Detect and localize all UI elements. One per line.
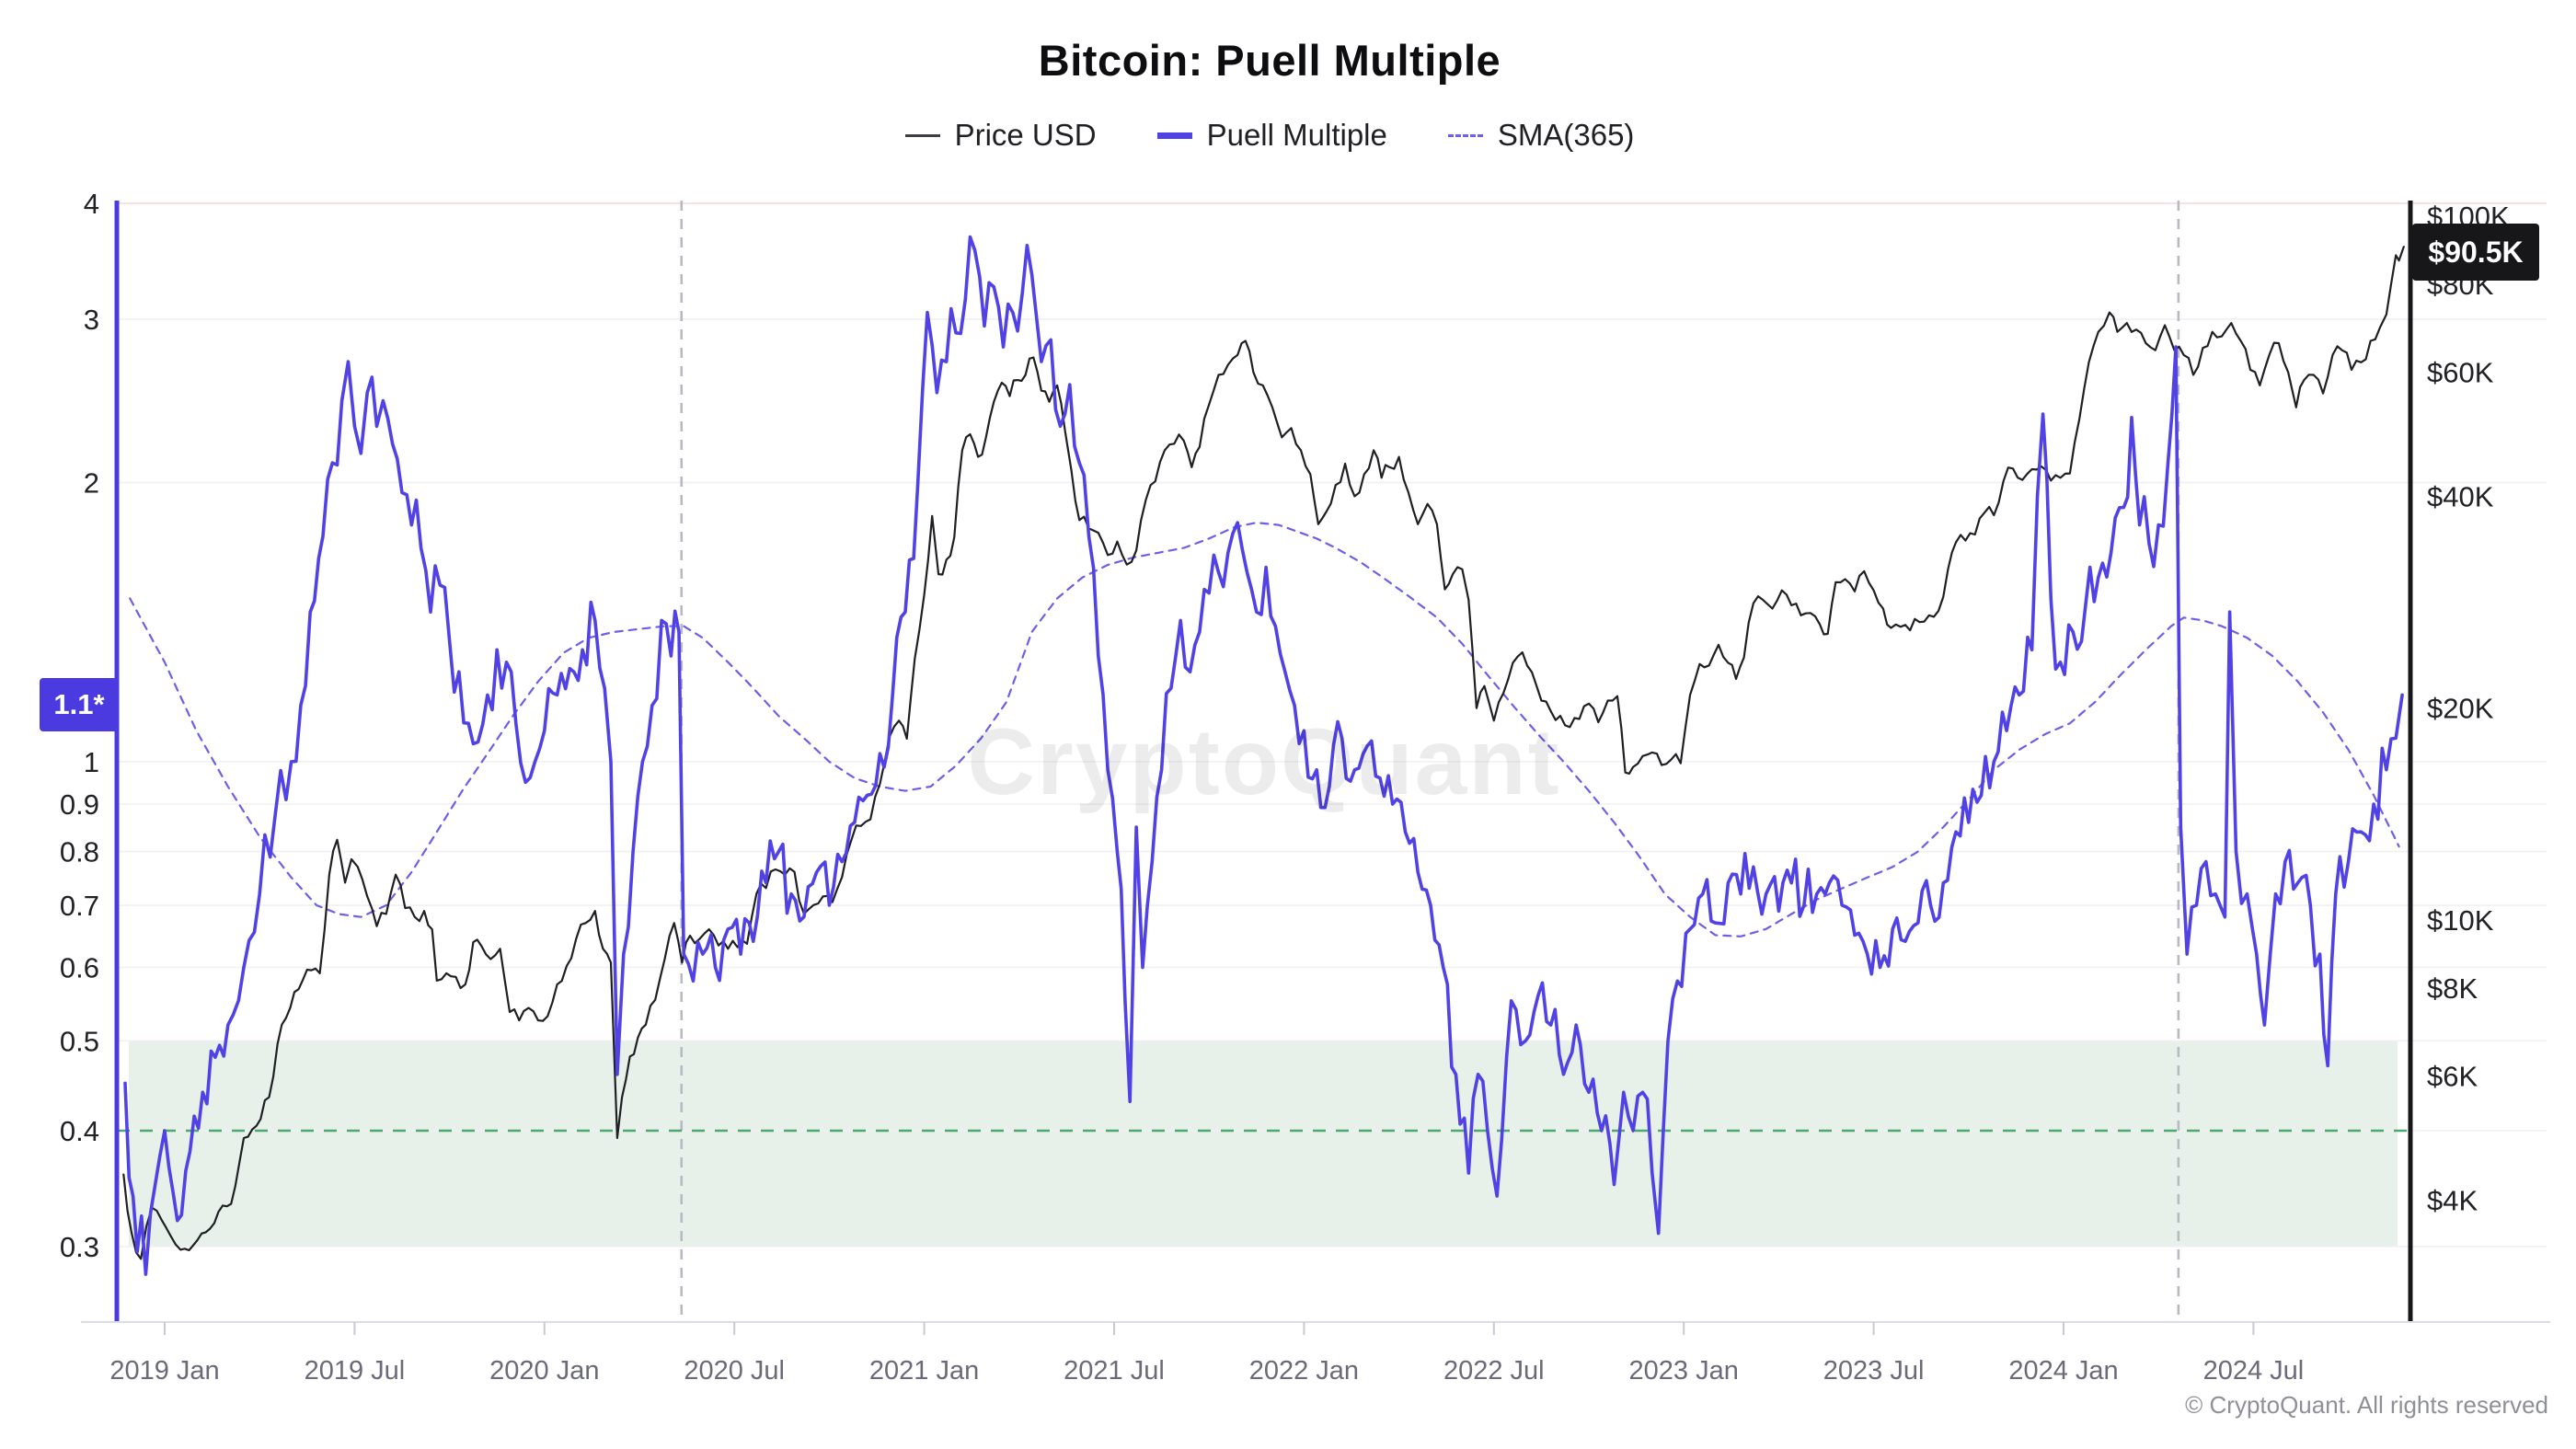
legend-item-price-usd[interactable]: Price USD: [904, 118, 1097, 153]
x-axis-tick-label: 2024 Jul: [2203, 1356, 2305, 1386]
x-axis-tick-label: 2019 Jul: [305, 1356, 406, 1386]
x-axis-tick-label: 2020 Jan: [489, 1356, 599, 1386]
legend-label: SMA(365): [1497, 118, 1635, 152]
left-axis-tick-label: 0.4: [60, 1115, 99, 1147]
legend-label: Price USD: [954, 118, 1097, 152]
x-axis-tick-label: 2023 Jul: [1823, 1356, 1925, 1386]
right-axis-tick-label: $6K: [2427, 1061, 2478, 1093]
price-usd-line-swatch-icon: [904, 133, 940, 137]
footer-copyright: © CryptoQuant. All rights reserved: [2185, 1391, 2548, 1419]
series-puell-multiple: [123, 235, 2404, 1276]
sma365-line-swatch-icon: [1447, 133, 1483, 137]
left-axis-current-badge: 1.1*: [40, 678, 119, 731]
page-title: Bitcoin: Puell Multiple: [1038, 36, 1501, 85]
right-axis-tick-label: $20K: [2427, 693, 2494, 725]
left-axis-tick-label: 0.6: [60, 952, 99, 984]
x-axis-tick-label: 2021 Jul: [1064, 1356, 1165, 1386]
x-axis-tick-label: 2023 Jan: [1629, 1356, 1739, 1386]
right-axis-tick-label: $8K: [2427, 972, 2478, 1005]
x-axis-tick-label: 2022 Jul: [1443, 1356, 1545, 1386]
x-axis-tick-label: 2020 Jul: [684, 1356, 785, 1386]
x-axis-tick-label: 2022 Jan: [1249, 1356, 1359, 1386]
left-axis-tick-label: 0.5: [60, 1025, 99, 1057]
left-axis-tick-label: 0.8: [60, 836, 99, 868]
legend-item-puell-multiple[interactable]: Puell Multiple: [1156, 118, 1387, 153]
left-axis-tick-label: 0.9: [60, 788, 99, 821]
left-axis-tick-label: 3: [84, 304, 99, 336]
puell-multiple-line-swatch-icon: [1156, 132, 1192, 139]
series-price-usd: [122, 246, 2405, 1260]
right-axis-tick-label: $40K: [2427, 480, 2494, 512]
left-axis-tick-label: 0.7: [60, 890, 99, 922]
legend-item-sma365[interactable]: SMA(365): [1447, 118, 1635, 153]
legend-label: Puell Multiple: [1206, 118, 1387, 152]
x-axis-tick-label: 2024 Jan: [2008, 1356, 2118, 1386]
left-axis-tick-label: 4: [84, 188, 99, 220]
right-axis-tick-label: $60K: [2427, 357, 2494, 389]
chart-legend: Price USD Puell Multiple SMA(365): [0, 118, 2539, 153]
green-accumulation-band: [129, 1041, 2398, 1247]
right-axis-tick-label: $4K: [2427, 1184, 2478, 1216]
right-axis-tick-label: $10K: [2427, 904, 2494, 937]
left-axis-tick-label: 1: [84, 746, 99, 778]
x-axis-tick-label: 2021 Jan: [869, 1356, 979, 1386]
right-axis-current-badge: $90.5K: [2412, 224, 2539, 281]
x-axis-tick-label: 2019 Jan: [109, 1356, 219, 1386]
left-axis-tick-label: 0.3: [60, 1231, 99, 1263]
left-axis-tick-label: 2: [84, 466, 99, 499]
